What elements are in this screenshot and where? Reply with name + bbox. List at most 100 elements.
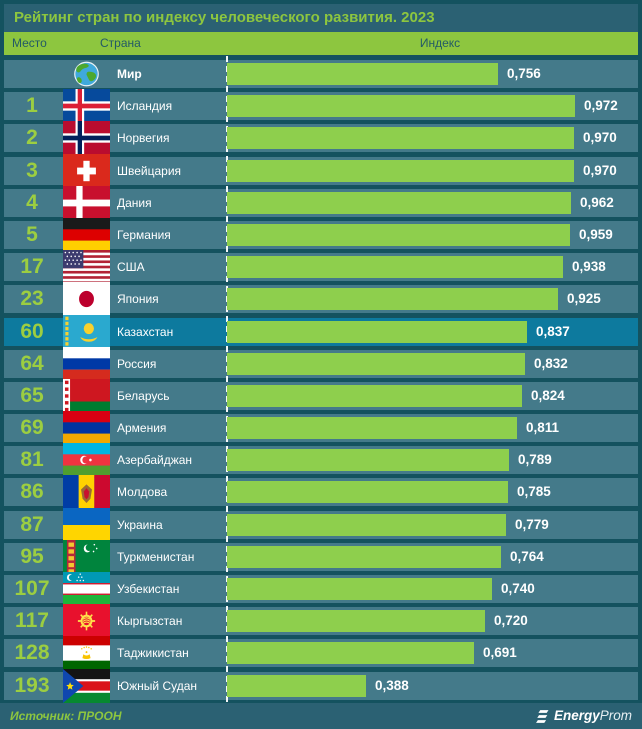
iceland-flag-icon <box>63 89 110 124</box>
table-row: 1 Исландия 0,972 <box>4 89 638 124</box>
japan-flag-icon <box>63 282 110 317</box>
index-bar <box>227 63 498 85</box>
rank-label: 5 <box>26 222 38 246</box>
country-name: Беларусь <box>117 388 170 403</box>
country-name: Узбекистан <box>117 582 180 596</box>
index-value: 0,388 <box>375 677 409 693</box>
index-value: 0,832 <box>534 355 568 371</box>
table-row: 64 Россия 0,832 <box>4 346 638 381</box>
axis-baseline <box>226 56 228 702</box>
country-name: Таджикистан <box>117 646 189 661</box>
switzerland-flag-icon <box>63 153 110 188</box>
table-row: 60 Казахстан 0,837 <box>4 314 638 349</box>
kyrgyzstan-flag-icon <box>63 604 110 639</box>
country-name: Молдова <box>117 485 168 500</box>
rank-label: 86 <box>20 480 44 504</box>
ranking-rows: Мир 0,756 1 Исландия 0,972 2 Норвегия 0,… <box>4 60 638 703</box>
index-value: 0,824 <box>531 387 565 403</box>
index-bar <box>227 95 575 118</box>
belarus-flag-icon <box>63 378 110 413</box>
table-row: 87 Украина 0,779 <box>4 507 638 542</box>
index-bar <box>227 352 525 375</box>
table-row: Мир 0,756 <box>4 60 638 88</box>
country-name: Туркменистан <box>117 549 195 564</box>
table-row: 23 Япония 0,925 <box>4 282 638 317</box>
table-row: 128 Таджикистан 0,691 <box>4 636 638 671</box>
country-name: Россия <box>117 356 157 371</box>
rank-label: 87 <box>20 512 44 536</box>
rank-label: 64 <box>20 351 44 375</box>
rank-label: 1 <box>26 94 38 118</box>
index-value: 0,779 <box>515 516 549 532</box>
country-name: Украина <box>117 517 163 532</box>
table-row: 107 Узбекистан 0,740 <box>4 572 638 606</box>
rank-label <box>4 60 60 88</box>
country-name: Азербайджан <box>117 453 193 468</box>
rank-label: 69 <box>20 416 44 440</box>
index-bar <box>227 223 570 246</box>
country-name: Мир <box>117 67 142 81</box>
index-value: 0,764 <box>510 548 544 564</box>
rank-label: 128 <box>14 641 50 665</box>
rank-label: 117 <box>15 609 49 633</box>
country-name: Исландия <box>117 99 173 114</box>
rank-label: 65 <box>20 383 44 407</box>
rank-label: 2 <box>26 126 38 150</box>
index-bar <box>227 513 506 536</box>
turkmenistan-flag-icon <box>63 539 110 574</box>
rank-label: 4 <box>26 190 38 214</box>
index-bar <box>227 127 574 150</box>
usa-flag-icon <box>63 250 110 285</box>
country-name: Германия <box>117 227 171 242</box>
index-value: 0,972 <box>584 98 618 114</box>
germany-flag-icon <box>63 217 110 252</box>
world-flag-icon <box>63 57 110 91</box>
table-row: 117 Кыргызстан 0,720 <box>4 604 638 639</box>
index-value: 0,959 <box>579 226 613 242</box>
index-value: 0,756 <box>507 66 541 81</box>
rank-label: 107 <box>14 577 50 600</box>
brand-name-light: Prom <box>599 708 632 723</box>
index-bar <box>227 610 485 633</box>
tajikistan-flag-icon <box>63 636 110 671</box>
table-row: 95 Туркменистан 0,764 <box>4 539 638 574</box>
index-bar <box>227 256 563 279</box>
source-label: Источник: ПРООН <box>10 709 122 723</box>
denmark-flag-icon <box>63 185 110 220</box>
country-name: Кыргызстан <box>117 614 183 629</box>
armenia-flag-icon <box>63 411 110 446</box>
table-row: 86 Молдова 0,785 <box>4 475 638 510</box>
table-row: 17 США 0,938 <box>4 250 638 285</box>
kazakhstan-flag-icon <box>63 314 110 349</box>
table-header: Место Страна Индекс <box>4 32 638 55</box>
index-bar <box>227 449 509 472</box>
index-bar <box>227 578 492 600</box>
uzbekistan-flag-icon <box>63 572 110 606</box>
moldova-flag-icon <box>63 475 110 510</box>
rank-label: 17 <box>20 255 44 279</box>
country-name: Южный Судан <box>117 678 198 693</box>
rank-label: 95 <box>20 544 44 568</box>
table-row: 81 Азербайджан 0,789 <box>4 443 638 478</box>
table-row: 4 Дания 0,962 <box>4 185 638 220</box>
footer: Источник: ПРООН EnergyProm <box>0 703 642 729</box>
index-value: 0,962 <box>580 194 614 210</box>
rank-label: 81 <box>20 448 44 472</box>
index-value: 0,789 <box>518 452 552 468</box>
page-title: Рейтинг стран по индексу человеческого р… <box>4 4 638 32</box>
column-header-index: Индекс <box>419 36 461 50</box>
ukraine-flag-icon <box>63 507 110 542</box>
index-bar <box>227 384 522 407</box>
table-row: 2 Норвегия 0,970 <box>4 121 638 156</box>
energyprom-logo-icon <box>535 709 550 724</box>
index-value: 0,925 <box>567 291 601 307</box>
table-row: 65 Беларусь 0,824 <box>4 378 638 413</box>
index-bar <box>227 288 558 311</box>
index-value: 0,970 <box>583 162 617 178</box>
index-bar <box>227 481 508 504</box>
russia-flag-icon <box>63 346 110 381</box>
column-header-rank: Место <box>12 36 47 50</box>
index-bar <box>227 417 517 440</box>
table-row: 193 Южный Судан 0,388 <box>4 668 638 703</box>
index-bar <box>227 674 366 697</box>
